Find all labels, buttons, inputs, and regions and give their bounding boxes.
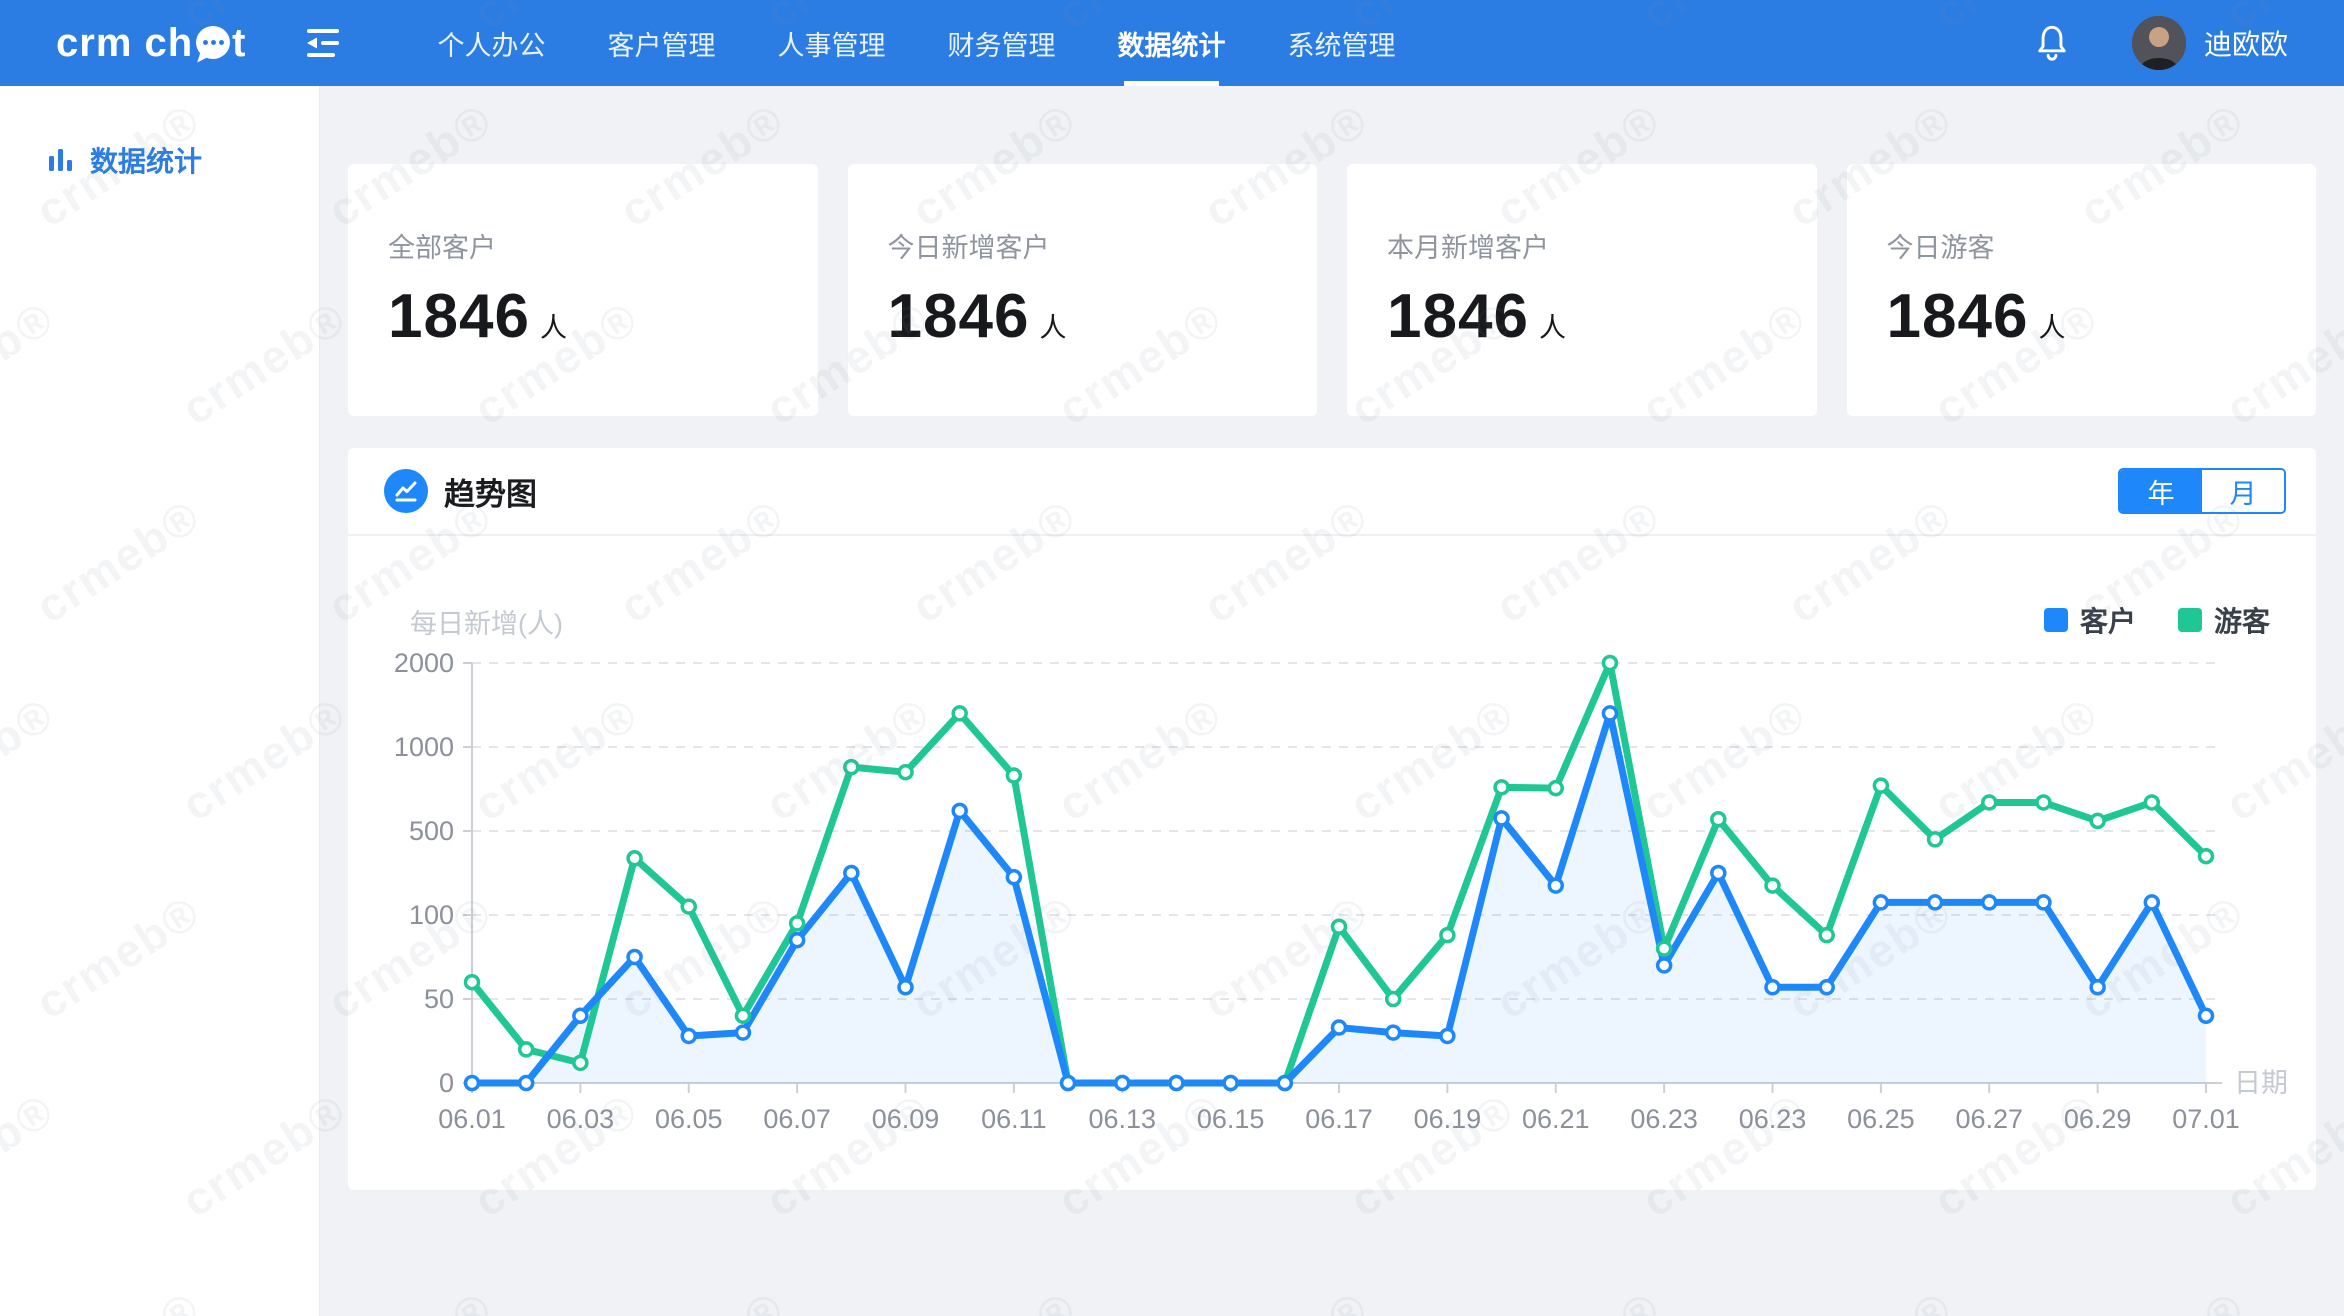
- svg-text:07.01: 07.01: [2172, 1104, 2240, 1134]
- bell-icon[interactable]: [2034, 24, 2070, 62]
- stat-card-3: 今日游客 1846 人: [1846, 164, 2316, 416]
- y-axis-title: 每日新增(人): [410, 609, 563, 639]
- nav-item-5[interactable]: 系统管理: [1287, 30, 1396, 61]
- top-navbar: crm ch t 个人办公 客户管理 人事管理 财务管理 数据统计 系统管理 迪欧欧: [0, 0, 2344, 86]
- stat-card-0: 全部客户 1846 人: [348, 164, 818, 416]
- nav-item-1[interactable]: 客户管理: [607, 30, 716, 61]
- svg-text:06.19: 06.19: [1414, 1104, 1482, 1134]
- sidebar-item-data-stats[interactable]: 数据统计: [46, 140, 319, 180]
- nav-item-0[interactable]: 个人办公: [437, 30, 546, 61]
- legend-label: 游客: [2213, 606, 2270, 637]
- svg-text:06.17: 06.17: [1305, 1104, 1373, 1134]
- chart-legend: 客户 游客: [2043, 600, 2270, 640]
- logo-text-left: crm ch: [56, 20, 194, 65]
- user-avatar[interactable]: [2131, 16, 2186, 70]
- svg-text:06.15: 06.15: [1197, 1104, 1265, 1134]
- svg-text:2000: 2000: [394, 648, 454, 678]
- legend-item-0[interactable]: 客户: [2043, 600, 2136, 640]
- svg-text:06.07: 06.07: [763, 1104, 831, 1134]
- user-name[interactable]: 迪欧欧: [2203, 29, 2288, 60]
- nav-item-4[interactable]: 数据统计: [1087, 0, 1257, 86]
- stat-card-2: 本月新增客户 1846 人: [1347, 164, 1817, 416]
- svg-text:06.23: 06.23: [1739, 1104, 1807, 1134]
- legend-chip: [2043, 608, 2068, 632]
- svg-text:06.25: 06.25: [1847, 1104, 1915, 1134]
- stat-label: 本月新增客户: [1387, 233, 1549, 263]
- sidebar: 数据统计: [0, 86, 320, 1316]
- stat-label: 今日游客: [1886, 233, 1995, 263]
- stat-card-1: 今日新增客户 1846 人: [847, 164, 1317, 416]
- stat-unit: 人: [539, 313, 567, 343]
- stat-unit: 人: [1538, 313, 1566, 343]
- toggle-year[interactable]: 年: [2120, 470, 2202, 512]
- svg-text:0: 0: [439, 1068, 454, 1098]
- stat-value: 1846: [887, 282, 1030, 351]
- svg-text:06.29: 06.29: [2064, 1104, 2132, 1134]
- trend-card-header: 趋势图 年 月: [348, 448, 2316, 536]
- trend-chart-body: 每日新增(人) 客户 游客 0 50 100 500 1000 2000 06.01 06.03…: [348, 536, 2316, 1181]
- svg-text:06.27: 06.27: [1955, 1104, 2023, 1134]
- main-content: 全部客户 1846 人 今日新增客户 1846 人 本月新增客户 1846 人 今日游客 1846 人…: [320, 86, 2344, 1316]
- legend-item-1[interactable]: 游客: [2177, 600, 2270, 640]
- toggle-month[interactable]: 月: [2202, 470, 2284, 512]
- stats-row: 全部客户 1846 人 今日新增客户 1846 人 本月新增客户 1846 人 今日游客 1846 人: [348, 164, 2316, 416]
- svg-text:06.13: 06.13: [1088, 1104, 1156, 1134]
- stat-unit: 人: [2038, 313, 2066, 343]
- trend-chart-svg: 0 50 100 500 1000 2000 06.01 06.03 06.05 06.07 06.…: [394, 648, 2288, 1134]
- svg-text:06.01: 06.01: [438, 1104, 506, 1134]
- navbar-right: 迪欧欧: [2034, 16, 2288, 70]
- svg-text:06.03: 06.03: [547, 1104, 615, 1134]
- period-toggle: 年 月: [2118, 468, 2286, 514]
- svg-text:1000: 1000: [394, 732, 454, 762]
- nav-item-3[interactable]: 财务管理: [947, 30, 1056, 61]
- bar-chart-icon: [49, 149, 72, 171]
- trend-card-title: 趋势图: [444, 476, 537, 512]
- svg-text:06.21: 06.21: [1522, 1104, 1590, 1134]
- svg-text:06.05: 06.05: [655, 1104, 723, 1134]
- svg-text:06.09: 06.09: [872, 1104, 940, 1134]
- trend-line-icon: [384, 469, 428, 513]
- sidebar-item-label: 数据统计: [90, 146, 203, 177]
- chat-bubble-icon: [196, 25, 231, 59]
- trend-card: 趋势图 年 月 每日新增(人) 客户 游客 0 50 100 500 1000 2000 06…: [348, 448, 2316, 1190]
- logo-text-right: t: [232, 20, 247, 65]
- svg-text:50: 50: [424, 984, 454, 1014]
- app-logo: crm ch t: [56, 21, 247, 66]
- nav-item-2[interactable]: 人事管理: [777, 30, 886, 61]
- svg-text:06.11: 06.11: [981, 1104, 1047, 1134]
- svg-text:06.23: 06.23: [1630, 1104, 1698, 1134]
- stat-label: 今日新增客户: [887, 233, 1050, 263]
- svg-text:500: 500: [409, 816, 454, 846]
- stat-value: 1846: [1886, 282, 2029, 351]
- stat-unit: 人: [1039, 313, 1067, 343]
- svg-text:100: 100: [409, 900, 454, 930]
- stat-label: 全部客户: [388, 233, 496, 263]
- menu-collapse-icon[interactable]: [305, 25, 345, 61]
- stat-value: 1846: [388, 282, 530, 351]
- legend-chip: [2177, 608, 2202, 632]
- svg-text:日期: 日期: [2234, 1068, 2286, 1098]
- legend-label: 客户: [2079, 606, 2136, 637]
- stat-value: 1846: [1387, 282, 1529, 351]
- main-nav: 个人办公 客户管理 人事管理 财务管理 数据统计 系统管理: [407, 0, 1427, 86]
